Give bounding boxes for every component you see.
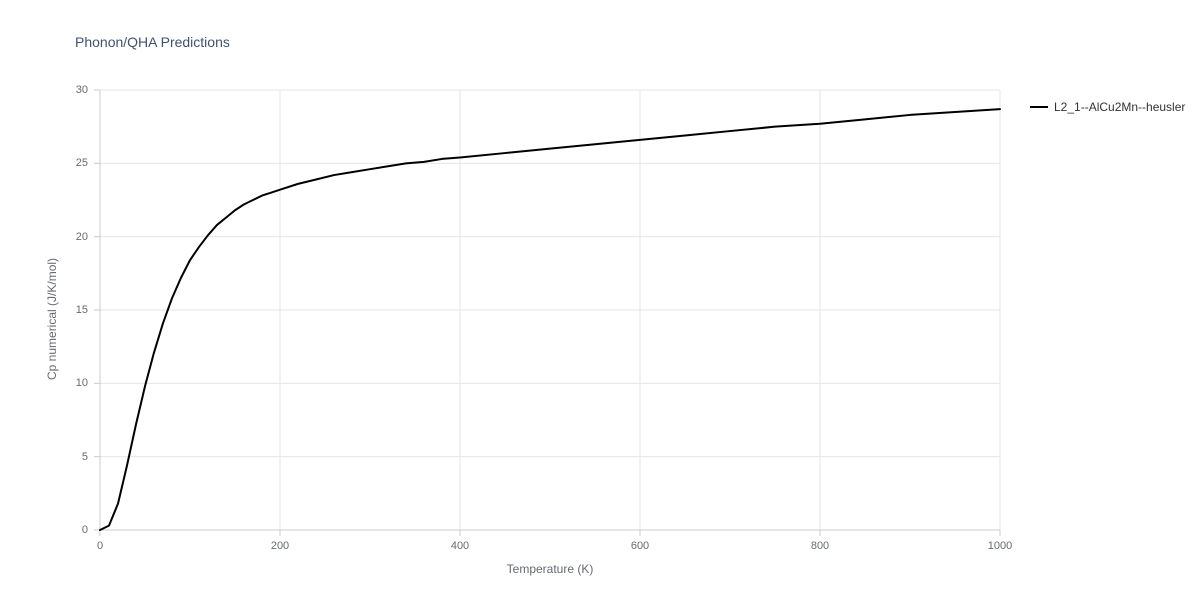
x-tick-label: 800 bbox=[811, 540, 829, 552]
y-tick-label: 15 bbox=[76, 304, 88, 316]
x-axis-label: Temperature (K) bbox=[507, 562, 594, 576]
chart-container: Phonon/QHA Predictions Cp numerical (J/K… bbox=[0, 0, 1200, 600]
y-tick-label: 10 bbox=[76, 377, 88, 389]
chart-title: Phonon/QHA Predictions bbox=[75, 34, 230, 50]
y-tick-label: 30 bbox=[76, 84, 88, 96]
x-tick-label: 0 bbox=[97, 540, 103, 552]
legend-swatch bbox=[1030, 106, 1048, 108]
x-tick-label: 400 bbox=[451, 540, 469, 552]
legend-label: L2_1--AlCu2Mn--heusler bbox=[1054, 100, 1185, 114]
y-tick-label: 0 bbox=[82, 524, 88, 536]
x-tick-label: 1000 bbox=[988, 540, 1012, 552]
y-tick-label: 25 bbox=[76, 157, 88, 169]
y-axis-label: Cp numerical (J/K/mol) bbox=[45, 258, 59, 380]
y-tick-label: 20 bbox=[76, 231, 88, 243]
legend: L2_1--AlCu2Mn--heusler bbox=[1030, 100, 1185, 114]
y-tick-label: 5 bbox=[82, 451, 88, 463]
x-tick-label: 200 bbox=[271, 540, 289, 552]
plot-area bbox=[60, 50, 1040, 570]
x-tick-label: 600 bbox=[631, 540, 649, 552]
